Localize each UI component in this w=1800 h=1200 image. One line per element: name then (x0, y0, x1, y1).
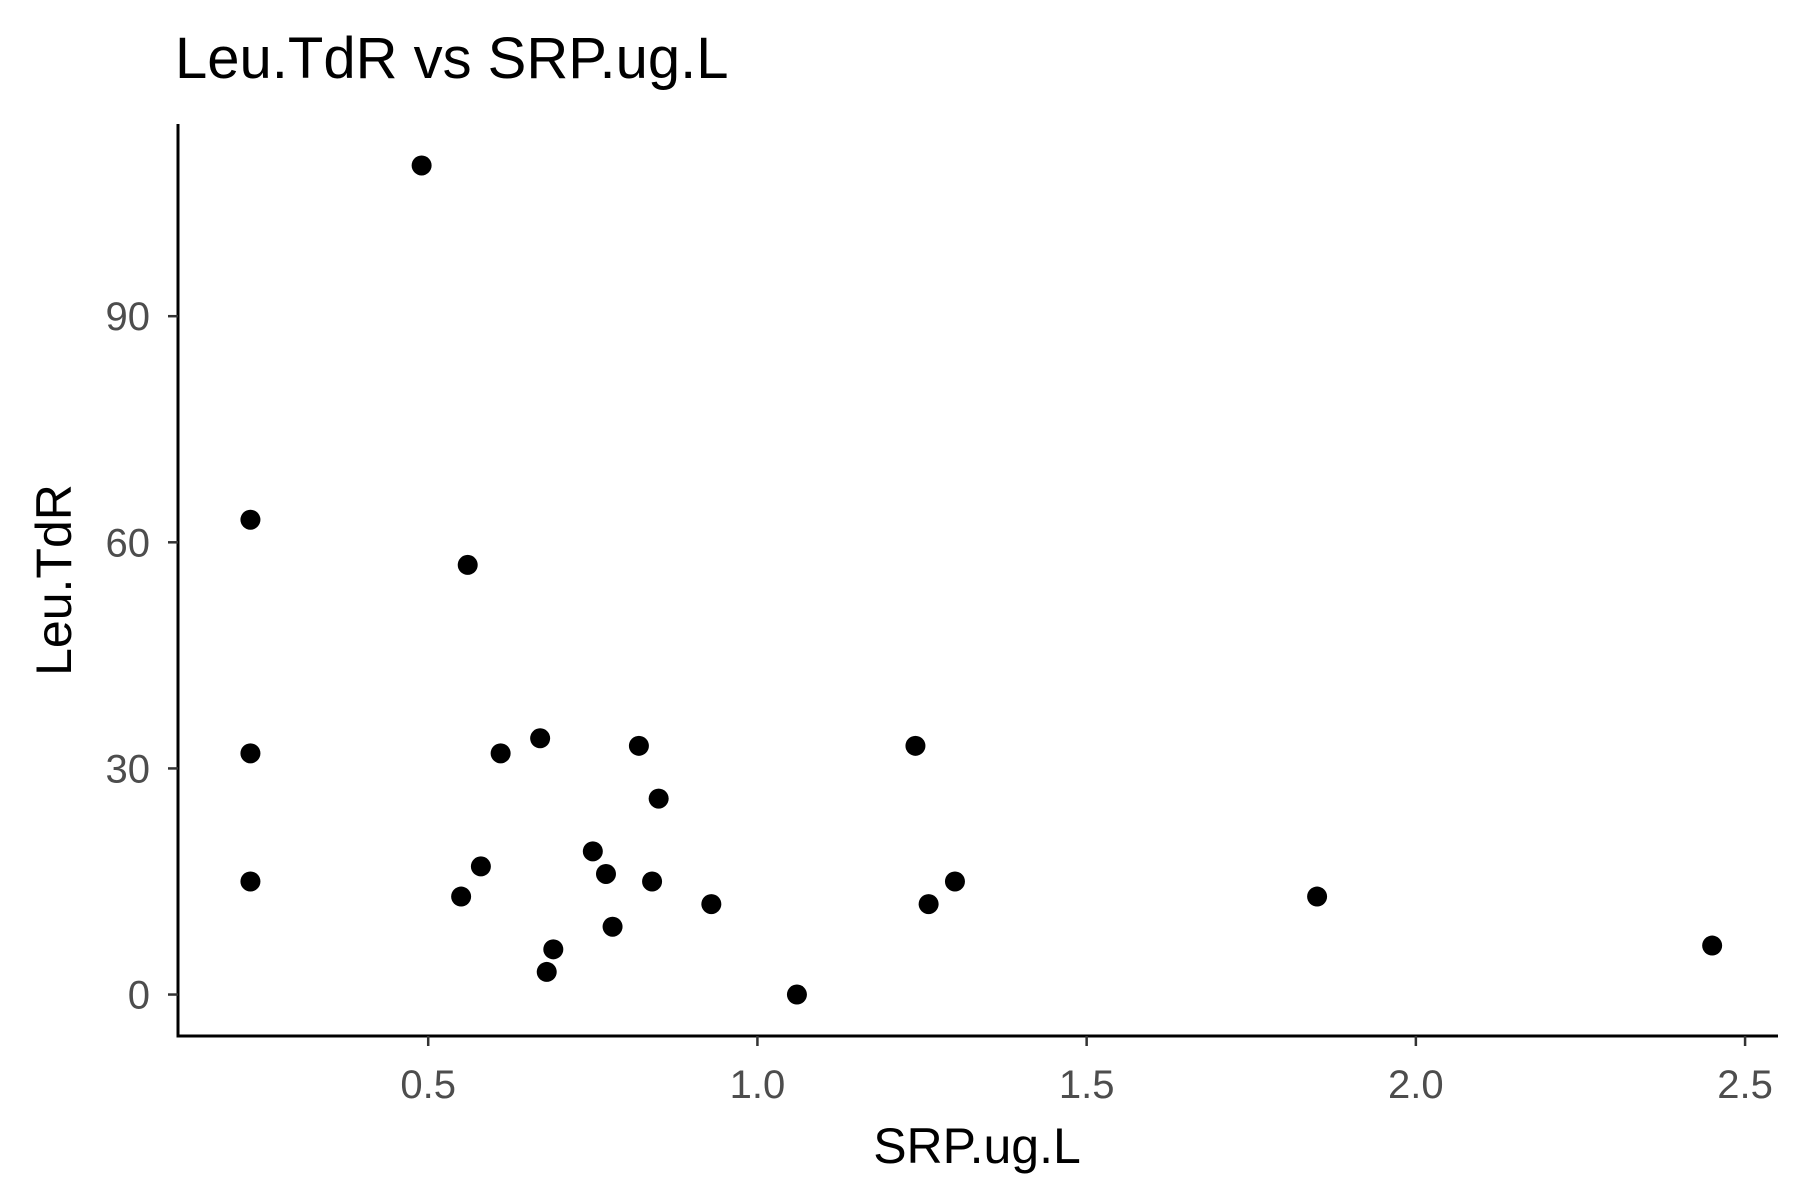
data-point (701, 894, 722, 915)
data-point (490, 743, 511, 764)
data-point (905, 735, 926, 756)
data-point (944, 871, 965, 892)
y-tick-label: 90 (106, 295, 151, 339)
data-point (602, 916, 623, 937)
y-tick-label: 30 (106, 747, 151, 791)
data-point (240, 743, 261, 764)
y-tick-label: 0 (128, 974, 150, 1018)
data-point (240, 509, 261, 530)
x-axis-ticks: 0.5 1.0 1.5 2.0 2.5 (400, 1036, 1773, 1107)
data-point (543, 939, 564, 960)
data-point (628, 735, 649, 756)
data-point (240, 871, 261, 892)
data-point (595, 863, 616, 884)
data-point (648, 788, 669, 809)
data-point (642, 871, 663, 892)
data-point (1702, 935, 1723, 956)
data-point (918, 894, 939, 915)
chart-title: Leu.TdR vs SRP.ug.L (175, 26, 728, 91)
data-point (470, 856, 491, 877)
data-point (1307, 886, 1328, 907)
data-point (786, 984, 807, 1005)
x-tick-label: 2.5 (1717, 1063, 1773, 1107)
data-points (240, 155, 1723, 1005)
data-point (582, 841, 603, 862)
data-point (451, 886, 472, 907)
y-tick-label: 60 (106, 521, 151, 565)
y-axis-ticks: 0 30 60 90 (106, 295, 178, 1018)
x-axis-title: SRP.ug.L (873, 1118, 1081, 1174)
data-point (457, 554, 478, 575)
x-tick-label: 1.0 (730, 1063, 786, 1107)
x-tick-label: 1.5 (1059, 1063, 1115, 1107)
x-tick-label: 2.0 (1388, 1063, 1444, 1107)
data-point (411, 155, 432, 176)
x-tick-label: 0.5 (400, 1063, 456, 1107)
y-axis-title: Leu.TdR (26, 484, 82, 676)
data-point (530, 728, 551, 749)
data-point (536, 961, 557, 982)
